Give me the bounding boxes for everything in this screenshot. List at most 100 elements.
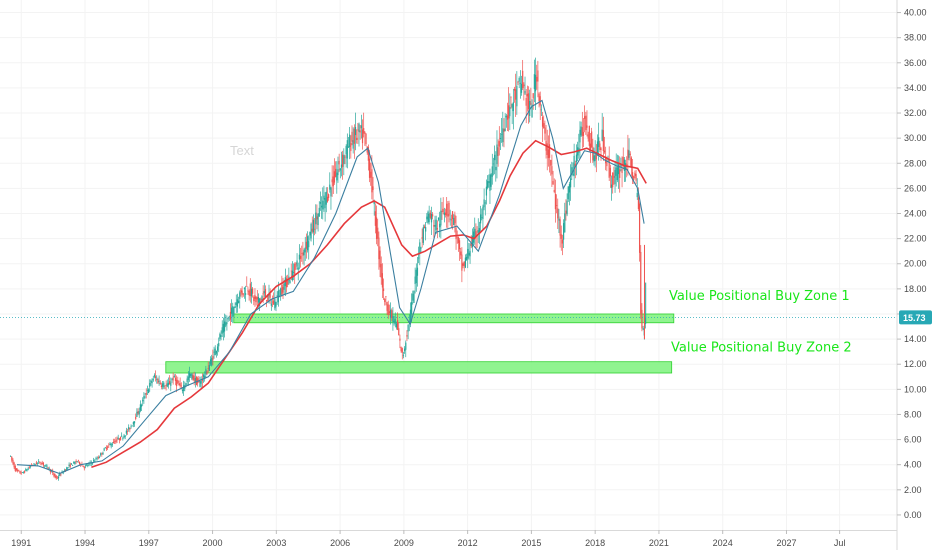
candle-body xyxy=(281,285,283,295)
candle-body xyxy=(254,294,256,299)
candle-body xyxy=(73,461,75,464)
candle-body xyxy=(543,123,545,129)
y-tick-label: 14.00 xyxy=(904,334,927,344)
candle-body xyxy=(17,469,19,472)
candle-body xyxy=(28,466,30,468)
candle-body xyxy=(389,309,392,319)
candle-body xyxy=(337,169,339,176)
candle-body xyxy=(328,194,330,199)
candle-body xyxy=(342,154,344,167)
candle-body xyxy=(157,378,159,384)
candle-body xyxy=(617,164,620,175)
candle-body xyxy=(582,132,585,136)
candle-body xyxy=(354,126,357,136)
candle-body xyxy=(381,273,383,288)
x-tick-label: 2003 xyxy=(266,538,286,548)
candle-body xyxy=(126,431,129,432)
candle-body xyxy=(266,300,268,302)
candle-body xyxy=(222,323,224,333)
candle-body xyxy=(570,178,572,188)
candle-body xyxy=(116,439,118,441)
y-axis[interactable]: 0.002.004.006.008.0010.0012.0014.0016.00… xyxy=(897,8,927,520)
candle-body xyxy=(540,109,542,111)
candle-body xyxy=(349,134,351,148)
candle-body xyxy=(364,132,366,134)
candle-body xyxy=(622,157,624,166)
candle-body xyxy=(296,260,298,267)
candle-body xyxy=(36,462,39,464)
candle-body xyxy=(477,230,479,233)
candle-body xyxy=(95,458,97,459)
candle-body xyxy=(214,348,216,356)
candle-body xyxy=(46,465,48,467)
buy-zone-2 xyxy=(165,361,673,374)
candle-body xyxy=(55,475,57,479)
candle-body xyxy=(38,461,40,462)
candle-body xyxy=(489,174,491,191)
candle-body xyxy=(429,212,431,218)
candle-body xyxy=(83,466,85,469)
candle-body xyxy=(374,211,376,226)
candle-body xyxy=(256,297,258,300)
candle-body xyxy=(626,164,628,166)
candle-body xyxy=(469,250,471,257)
candle-body xyxy=(26,469,28,471)
candle-body xyxy=(158,380,160,382)
candle-body xyxy=(529,101,531,116)
candle-body xyxy=(395,323,398,328)
candle-body xyxy=(572,174,574,176)
candle-body xyxy=(330,187,332,197)
candle-body xyxy=(568,184,571,193)
candle-body xyxy=(188,372,191,378)
candle-body xyxy=(353,128,355,144)
candle-body xyxy=(388,311,391,314)
candle-body xyxy=(180,385,182,387)
candle-body xyxy=(77,460,80,461)
candle-body xyxy=(103,448,105,451)
candle-body xyxy=(149,382,151,387)
candle-body xyxy=(411,302,413,315)
candle-body xyxy=(351,131,353,142)
candle-body xyxy=(491,166,493,177)
zone-labels: Value Positional Buy Zone 1 Value Positio… xyxy=(669,289,852,356)
candle-body xyxy=(443,212,445,216)
candle-body xyxy=(118,438,120,441)
candle-body xyxy=(219,333,221,339)
candle-body xyxy=(373,201,375,205)
candle-body xyxy=(468,252,470,256)
candle-body xyxy=(195,377,198,386)
candle-body xyxy=(25,469,27,471)
candle-body xyxy=(76,461,78,463)
candle-body xyxy=(147,389,150,394)
candle-body xyxy=(396,320,399,330)
candle-body xyxy=(29,466,32,467)
candle-body xyxy=(339,168,341,171)
candle-body xyxy=(612,172,614,188)
candle-body xyxy=(573,155,575,176)
x-axis[interactable]: 1991 1994 1997 2000 2003 2006 2009 2012 2015 2018… xyxy=(11,530,845,548)
candle-body xyxy=(323,195,325,200)
candle-body xyxy=(559,219,561,236)
candle-body xyxy=(621,169,623,174)
candle-body xyxy=(485,186,488,196)
candle-body xyxy=(201,379,203,381)
candle-body xyxy=(377,227,379,239)
candle-body xyxy=(264,289,267,297)
candle-body xyxy=(82,465,84,468)
candle-body xyxy=(640,251,642,314)
x-tick-label: 1997 xyxy=(139,538,159,548)
candle-body xyxy=(56,477,58,479)
candle-body xyxy=(487,181,489,188)
candle-body xyxy=(444,212,447,215)
candle-body xyxy=(146,390,149,391)
candle-body xyxy=(509,107,511,117)
candle-body xyxy=(136,411,138,418)
candle-body xyxy=(392,316,394,322)
candle-body xyxy=(394,319,396,324)
y-tick-label: 4.00 xyxy=(904,460,922,470)
candle-body xyxy=(406,335,408,337)
candle-body xyxy=(544,127,546,134)
candle-body xyxy=(324,197,326,209)
candle-body xyxy=(98,457,101,458)
